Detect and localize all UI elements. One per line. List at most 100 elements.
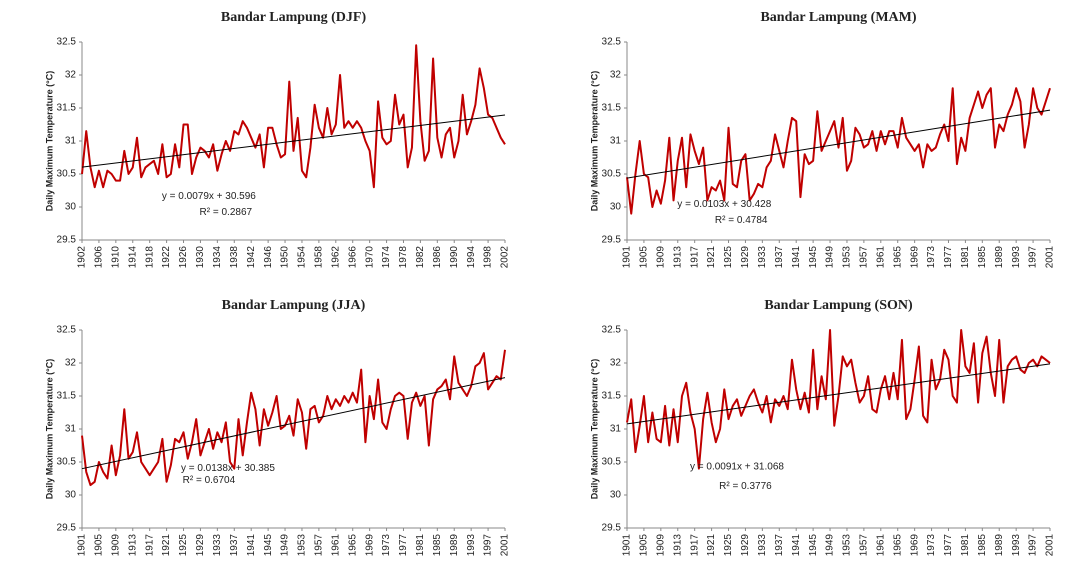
x-tick-label: 1921 — [706, 534, 717, 557]
x-tick-label: 1938 — [229, 246, 240, 269]
x-tick-label: 1925 — [178, 534, 189, 557]
x-tick-label: 1965 — [347, 534, 358, 557]
y-tick-label: 32 — [610, 358, 622, 369]
x-tick-label: 1921 — [706, 246, 717, 269]
x-tick-label: 1905 — [639, 534, 650, 557]
x-tick-label: 1989 — [449, 534, 460, 557]
x-tick-label: 1973 — [926, 246, 937, 269]
x-tick-label: 1930 — [195, 246, 206, 269]
x-tick-label: 1981 — [960, 246, 971, 269]
x-tick-label: 1913 — [127, 534, 138, 557]
x-tick-label: 1937 — [229, 534, 240, 557]
y-tick-label: 30.5 — [602, 169, 622, 180]
x-tick-label: 1954 — [297, 246, 308, 269]
x-tick-label: 1922 — [161, 246, 172, 269]
r-squared: R² = 0.3776 — [719, 481, 772, 492]
x-tick-label: 1937 — [774, 534, 785, 557]
x-tick-label: 1957 — [859, 534, 870, 557]
x-tick-label: 2001 — [500, 534, 511, 557]
x-tick-label: 1901 — [622, 534, 633, 557]
y-tick-label: 31.5 — [602, 391, 622, 402]
y-tick-label: 32.5 — [602, 37, 622, 48]
x-tick-label: 1929 — [740, 534, 751, 557]
y-axis-label: Daily Maximum Temperature (°C) — [44, 359, 54, 499]
data-line — [81, 349, 506, 487]
trend-line — [81, 114, 506, 168]
x-tick-label: 1973 — [926, 534, 937, 557]
trend-line — [81, 377, 506, 470]
x-tick-label: 1918 — [144, 246, 155, 269]
y-tick-label: 30 — [610, 202, 622, 213]
trend-equation: y = 0.0103x + 30.428 — [677, 199, 771, 210]
x-tick-label: 1929 — [195, 534, 206, 557]
x-tick-label: 1961 — [875, 534, 886, 557]
x-tick-label: 2002 — [500, 246, 511, 269]
y-tick-label: 30 — [65, 202, 77, 213]
trend-equation: y = 0.0091x + 31.068 — [690, 461, 784, 472]
data-line — [626, 329, 1051, 470]
x-tick-label: 1910 — [110, 246, 121, 269]
x-tick-label: 1934 — [212, 246, 223, 269]
y-tick-label: 29.5 — [602, 523, 622, 534]
x-tick-label: 1949 — [280, 534, 291, 557]
y-tick-label: 29.5 — [57, 523, 77, 534]
y-tick-label: 30 — [610, 490, 622, 501]
x-tick-label: 1945 — [263, 534, 274, 557]
x-tick-label: 1957 — [314, 534, 325, 557]
x-tick-label: 1977 — [943, 246, 954, 269]
x-tick-label: 1961 — [330, 534, 341, 557]
x-tick-label: 1974 — [381, 246, 392, 269]
chart-title: Bandar Lampung (MAM) — [760, 10, 916, 25]
x-tick-label: 1953 — [297, 534, 308, 557]
x-tick-label: 1969 — [364, 534, 375, 557]
x-tick-label: 1917 — [689, 534, 700, 557]
y-tick-label: 32 — [65, 358, 77, 369]
x-tick-label: 1953 — [842, 246, 853, 269]
x-tick-label: 1997 — [483, 534, 494, 557]
x-tick-label: 1985 — [977, 246, 988, 269]
x-tick-label: 1941 — [791, 534, 802, 557]
r-squared: R² = 0.4784 — [715, 215, 768, 226]
y-tick-label: 32 — [65, 70, 77, 81]
y-tick-label: 31 — [610, 424, 622, 435]
x-tick-label: 1901 — [77, 534, 88, 557]
x-tick-label: 1941 — [246, 534, 257, 557]
x-tick-label: 1986 — [432, 246, 443, 269]
chart-title: Bandar Lampung (SON) — [764, 298, 913, 313]
x-tick-label: 1950 — [280, 246, 291, 269]
x-tick-label: 1966 — [347, 246, 358, 269]
x-tick-label: 1905 — [94, 534, 105, 557]
y-tick-label: 31.5 — [57, 391, 77, 402]
x-tick-label: 1945 — [808, 534, 819, 557]
x-tick-label: 1945 — [808, 246, 819, 269]
x-tick-label: 1965 — [892, 246, 903, 269]
x-tick-label: 1985 — [977, 534, 988, 557]
data-line — [81, 44, 506, 189]
x-tick-label: 1933 — [212, 534, 223, 557]
x-tick-label: 1997 — [1028, 534, 1039, 557]
x-tick-label: 1953 — [842, 534, 853, 557]
x-tick-label: 1977 — [398, 534, 409, 557]
x-tick-label: 1913 — [672, 534, 683, 557]
x-tick-label: 1957 — [859, 246, 870, 269]
x-tick-label: 1909 — [655, 246, 666, 269]
y-tick-label: 32.5 — [602, 325, 622, 336]
x-tick-label: 1917 — [689, 246, 700, 269]
x-tick-label: 1961 — [875, 246, 886, 269]
x-tick-label: 1914 — [127, 246, 138, 269]
y-tick-label: 31.5 — [602, 103, 622, 114]
y-axis-label: Daily Maximum Temperature (°C) — [589, 71, 599, 211]
x-tick-label: 1977 — [943, 534, 954, 557]
x-tick-label: 1906 — [94, 246, 105, 269]
y-tick-label: 32 — [610, 70, 622, 81]
data-line — [626, 87, 1051, 215]
x-tick-label: 1981 — [960, 534, 971, 557]
x-tick-label: 1993 — [1011, 246, 1022, 269]
y-tick-label: 31 — [610, 136, 622, 147]
x-tick-label: 1970 — [364, 246, 375, 269]
y-tick-label: 29.5 — [602, 235, 622, 246]
r-squared: R² = 0.6704 — [183, 475, 236, 486]
r-squared: R² = 0.2867 — [200, 207, 253, 218]
x-tick-label: 2001 — [1045, 534, 1056, 557]
